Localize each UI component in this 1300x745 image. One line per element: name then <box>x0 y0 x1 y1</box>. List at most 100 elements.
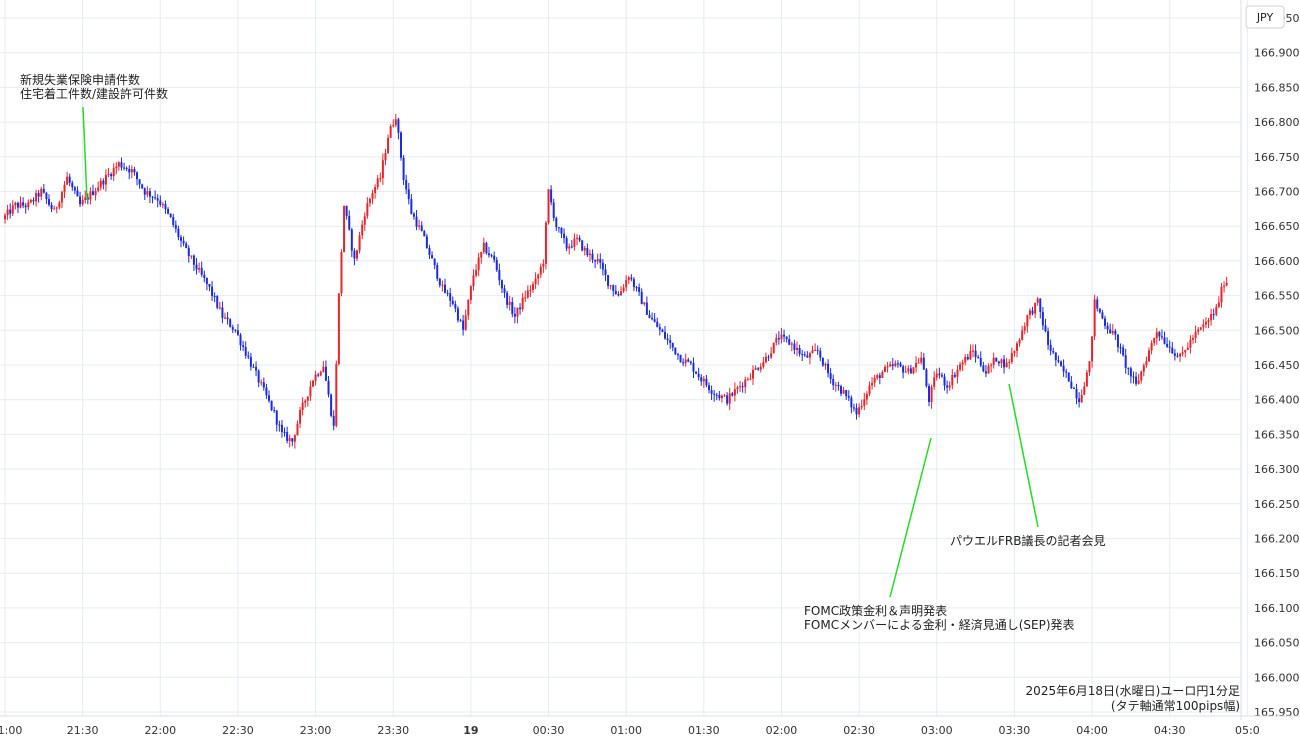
candle <box>586 243 589 257</box>
candle <box>104 169 107 192</box>
candle <box>604 264 607 282</box>
candle <box>477 252 480 277</box>
candle <box>319 370 322 377</box>
candle <box>1026 314 1029 333</box>
candle <box>1039 298 1042 319</box>
candle <box>899 361 902 368</box>
candle <box>436 262 439 282</box>
candle <box>764 352 767 364</box>
candle <box>221 301 224 324</box>
caption-line-1: 2025年6月18日(水曜日)ユーロ円1分足 <box>1026 684 1240 698</box>
chart-caption: 2025年6月18日(水曜日)ユーロ円1分足 (タテ軸通常100pips幅) <box>1026 684 1240 713</box>
candle <box>312 379 314 388</box>
candle <box>27 199 30 211</box>
annotation-text: パウエルFRB議長の記者会見 <box>950 533 1105 548</box>
candle <box>511 297 514 318</box>
candle <box>330 393 333 418</box>
candle <box>278 420 281 432</box>
candle <box>832 374 835 390</box>
candle <box>829 368 832 384</box>
candle <box>645 296 648 315</box>
candle <box>146 186 149 198</box>
candle <box>858 403 861 418</box>
candle <box>651 312 654 321</box>
candle <box>236 324 239 337</box>
candle <box>739 381 742 393</box>
candle <box>136 171 138 186</box>
candle <box>148 187 151 204</box>
candle <box>1189 335 1192 354</box>
candle <box>322 360 325 373</box>
candle <box>239 333 242 351</box>
candle <box>410 193 413 215</box>
candle <box>371 189 374 205</box>
candle <box>154 190 157 200</box>
candle <box>1031 306 1034 316</box>
candle <box>837 381 840 391</box>
candle <box>992 352 995 369</box>
candle <box>907 365 910 375</box>
candle <box>71 180 74 191</box>
candle <box>169 213 172 218</box>
candle <box>609 284 612 290</box>
candle <box>617 291 620 297</box>
candle <box>1163 331 1166 345</box>
candle <box>516 307 519 324</box>
candle <box>956 365 959 384</box>
candle <box>705 374 708 388</box>
candle <box>948 381 951 391</box>
candle <box>438 277 441 288</box>
candle <box>1140 370 1143 384</box>
candle <box>563 228 566 244</box>
candle <box>969 344 972 360</box>
candle <box>407 182 410 205</box>
candle <box>301 397 304 416</box>
candle <box>99 177 102 191</box>
price-axis[interactable]: 166.950166.900166.850166.800166.750166.7… <box>1240 0 1300 720</box>
candle <box>480 251 483 264</box>
candle <box>775 333 778 346</box>
candle <box>925 367 928 388</box>
candle <box>1119 343 1122 354</box>
candle <box>231 324 234 333</box>
candle <box>661 328 664 333</box>
candle <box>933 371 936 390</box>
candle <box>796 341 798 357</box>
annotation-pointer <box>82 106 88 201</box>
candle <box>1075 383 1078 405</box>
candle <box>565 235 568 252</box>
candle <box>1179 352 1182 362</box>
candle <box>884 364 886 373</box>
candle <box>141 183 144 190</box>
candle <box>588 249 591 262</box>
candle <box>537 273 540 286</box>
candle <box>780 328 783 344</box>
candle <box>808 351 811 365</box>
candle <box>959 361 962 372</box>
candle <box>770 347 773 360</box>
candle <box>1080 389 1083 404</box>
candle <box>500 279 503 294</box>
candle <box>557 226 560 233</box>
candle <box>726 392 729 406</box>
candle <box>648 310 651 319</box>
candle <box>674 347 677 355</box>
candle <box>423 230 426 237</box>
time-axis[interactable]: 1:00 21:30 22:00 22:30 23:00 23:30 19 00:30 01:0… <box>0 715 1300 737</box>
candle <box>827 359 830 378</box>
candle <box>94 187 97 201</box>
candle <box>1122 344 1125 357</box>
candle <box>24 203 27 214</box>
candle <box>1028 308 1031 320</box>
candle <box>1171 341 1174 354</box>
candle <box>340 249 343 297</box>
candle <box>573 233 576 251</box>
annotation-text: FOMC政策金利＆声明発表 <box>804 603 947 618</box>
candle <box>666 333 669 345</box>
y-tick-label: 166.550 <box>1254 290 1300 303</box>
candle <box>444 278 446 294</box>
candle <box>544 220 547 270</box>
candle <box>384 148 387 166</box>
